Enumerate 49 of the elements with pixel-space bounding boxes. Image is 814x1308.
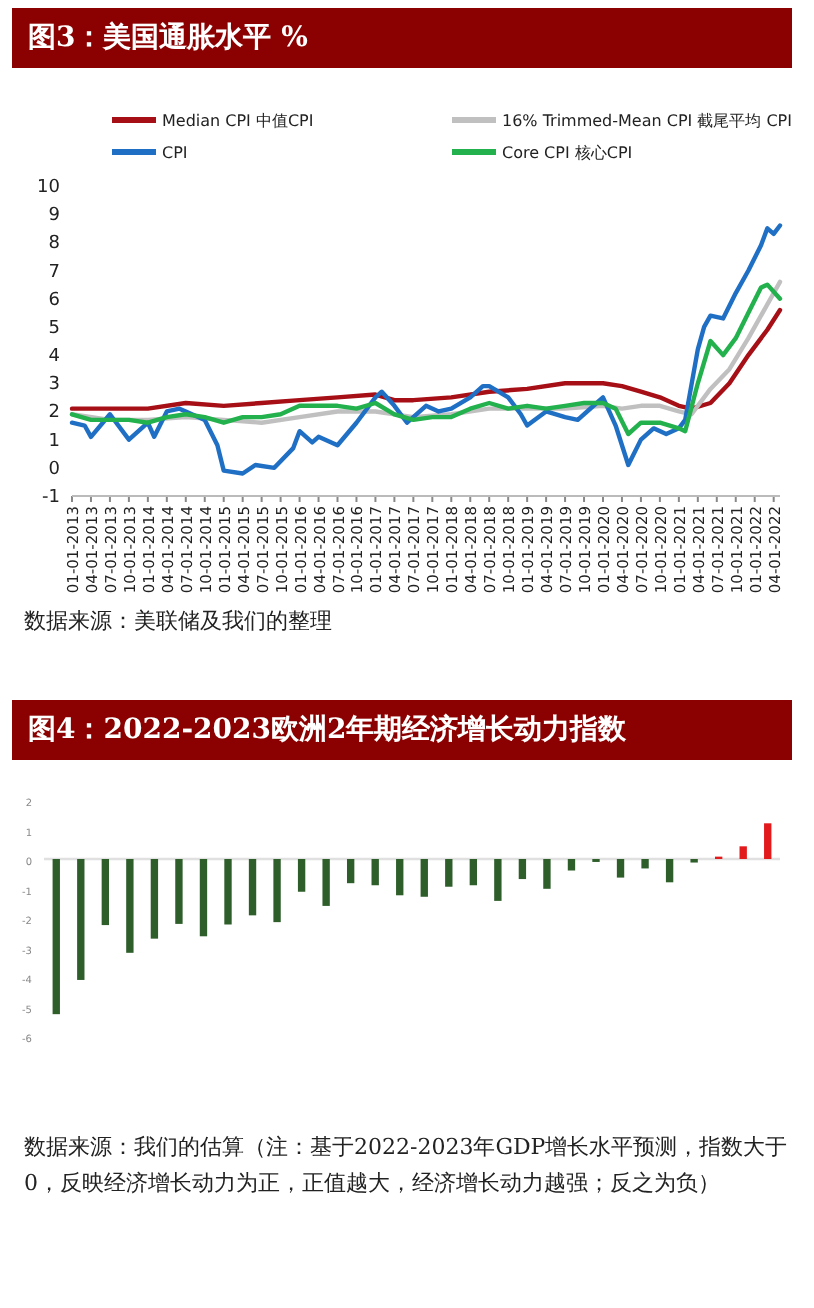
bar	[126, 859, 134, 953]
bar	[346, 859, 355, 884]
bar	[641, 859, 649, 869]
y-tick-label: 0	[48, 459, 61, 480]
bar	[739, 846, 747, 859]
y-tick-label: 2	[48, 403, 60, 424]
bar	[764, 823, 772, 859]
chart-title: 图4：2022-2023欧洲2年期经济增长动力指数	[12, 700, 792, 760]
bar	[77, 859, 85, 980]
line-series	[69, 223, 783, 476]
bar	[396, 859, 404, 896]
y-tick-label: -1	[42, 488, 60, 508]
legend-label: Median CPI 中值CPI	[162, 112, 314, 130]
bar	[224, 859, 232, 925]
bar	[543, 859, 551, 889]
legend-label: CPI	[162, 144, 188, 162]
bar	[494, 859, 502, 901]
bar	[52, 859, 60, 1015]
bar	[445, 859, 453, 887]
y-tick-label: 4	[48, 347, 61, 368]
source-note: 数据来源：美联储及我们的整理	[24, 606, 334, 638]
bar	[469, 859, 478, 886]
bar	[248, 859, 257, 916]
y-tick-label: 1	[48, 431, 60, 452]
bar	[175, 859, 183, 924]
bar	[616, 859, 625, 878]
legend-label: 16% Trimmed-Mean CPI 截尾平均 CPI	[502, 112, 792, 130]
y-tick-label: 5	[48, 318, 60, 339]
line-series	[69, 307, 783, 411]
bar	[322, 859, 330, 906]
bar	[199, 859, 208, 937]
y-tick-label: 6	[48, 290, 61, 311]
y-tick-label: 8	[48, 234, 61, 255]
y-tick-label: 10	[37, 178, 61, 198]
legend-label: Core CPI 核心CPI	[502, 144, 633, 162]
bar	[297, 859, 306, 892]
y-tick-label: 3	[48, 375, 60, 396]
bar	[371, 859, 379, 886]
bar	[665, 859, 674, 883]
bar	[420, 859, 428, 897]
y-tick-label: 9	[48, 206, 61, 227]
bar	[150, 859, 159, 939]
bar	[518, 859, 527, 880]
chart-title: 图3：美国通胀水平 %	[12, 8, 792, 68]
source-note: 数据来源：我们的估算（注：基于2022-2023年GDP增长水平预测，指数大于0，反映经济增长动力为正，正值越大，经济增长动力越强；反之为负）	[24, 1132, 790, 1200]
bar	[101, 859, 110, 926]
y-tick-label: 7	[48, 262, 60, 283]
bar	[567, 859, 576, 871]
bar	[273, 859, 281, 923]
